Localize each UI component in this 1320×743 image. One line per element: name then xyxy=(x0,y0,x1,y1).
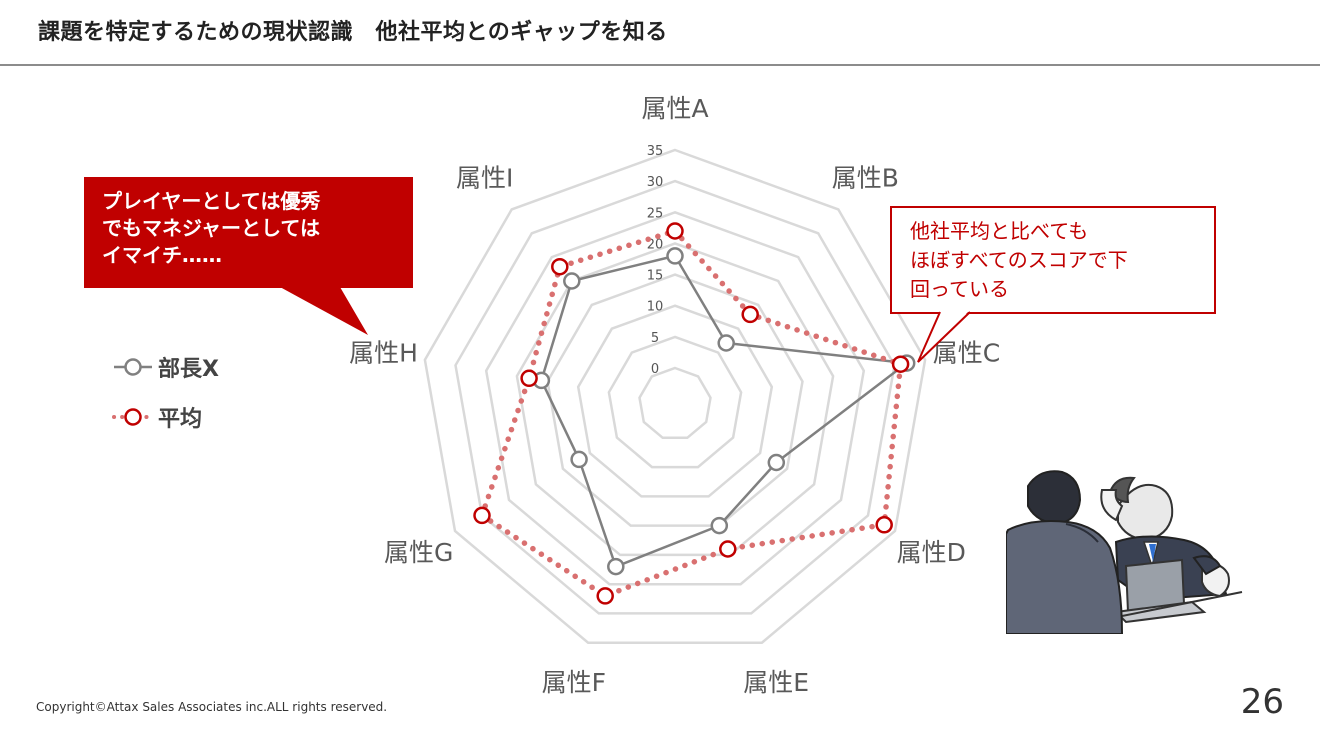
series-line-1 xyxy=(478,227,904,599)
category-label-1: 属性B xyxy=(832,163,899,192)
radar-tick-labels: 0 5 10 15 20 25 30 35 xyxy=(647,144,664,377)
category-label-7: 属性H xyxy=(349,339,418,368)
legend-average-label: 平均 xyxy=(158,407,203,432)
series-0-point-6 xyxy=(570,450,588,469)
series-1-point-6 xyxy=(473,506,491,525)
series-1-point-3 xyxy=(875,516,893,534)
callout-right-box xyxy=(890,206,1216,314)
footer-copyright: Copyright©Attax Sales Associates inc.ALL… xyxy=(36,700,388,714)
callout-left-text: プレイヤーとしては優秀 でもマネジャーとしては イマイチ…… xyxy=(102,188,402,269)
callout-right-line-1: 他社平均と比べても xyxy=(910,219,1089,243)
category-label-2: 属性C xyxy=(933,339,1000,368)
page-number: 26 xyxy=(1240,682,1284,722)
series-0-point-5 xyxy=(607,557,625,576)
grid-ring-3 xyxy=(546,273,804,527)
title-divider xyxy=(0,64,1320,66)
callout-right-line-2: ほぼすべてのスコアで下 xyxy=(910,248,1128,272)
category-label-8: 属性I xyxy=(456,163,513,192)
category-label-4: 属性E xyxy=(743,668,809,697)
grid-ring-2 xyxy=(576,304,774,498)
series-1-point-5 xyxy=(596,587,614,605)
callout-left-line-3: イマイチ…… xyxy=(102,243,222,267)
series-0-point-8 xyxy=(563,272,581,290)
tick-label-6: 30 xyxy=(647,175,664,190)
tick-label-7: 35 xyxy=(647,144,664,159)
series-0-point-0 xyxy=(666,247,684,265)
category-label-6: 属性G xyxy=(384,538,453,567)
callout-right-line-3: 回っている xyxy=(910,277,1009,301)
series-0-point-3 xyxy=(767,453,786,472)
legend-boss-label: 部長X xyxy=(158,357,219,382)
tick-label-5: 25 xyxy=(647,206,664,221)
series-1-point-0 xyxy=(666,222,684,240)
series-1-point-1 xyxy=(741,305,759,324)
tick-label-2: 10 xyxy=(647,300,664,315)
grid-ring-1 xyxy=(607,335,743,469)
callout-left-line-2: でもマネジャーとしては xyxy=(102,216,320,240)
grid-ring-0 xyxy=(638,366,712,440)
grid-ring-4 xyxy=(515,242,835,557)
callout-left-line-1: プレイヤーとしては優秀 xyxy=(102,189,321,213)
grid-ring-6 xyxy=(454,179,896,615)
series-0-point-1 xyxy=(717,334,735,352)
callout-right-tail xyxy=(917,310,971,363)
grid-ring-5 xyxy=(484,210,866,586)
tick-label-3: 15 xyxy=(647,269,664,284)
tick-label-1: 5 xyxy=(651,331,659,346)
tick-label-4: 20 xyxy=(647,237,664,252)
tick-label-0: 0 xyxy=(651,362,659,377)
legend-item-boss: 部長X xyxy=(112,352,219,382)
legend-item-average: 平均 xyxy=(112,402,202,432)
radar-category-labels: 属性A 属性B 属性C 属性D 属性E 属性F 属性G 属性H 属性I xyxy=(349,94,1000,697)
radar-grid xyxy=(423,148,927,644)
callout-left-box xyxy=(84,177,413,288)
stressed-businessman-illustration xyxy=(1006,470,1243,634)
radar-series xyxy=(473,222,916,605)
callout-right-text: 他社平均と比べても ほぼすべてのスコアで下 回っている xyxy=(910,217,1205,304)
series-1-point-2 xyxy=(891,355,910,373)
series-line-0 xyxy=(540,254,908,568)
category-label-3: 属性D xyxy=(897,538,966,567)
grid-ring-7 xyxy=(423,148,927,644)
legend-average-marker-icon xyxy=(112,408,154,426)
series-1-point-8 xyxy=(551,257,569,276)
callout-left-tail xyxy=(280,287,368,335)
series-1-point-4 xyxy=(719,540,737,558)
category-label-5: 属性F xyxy=(542,668,606,697)
category-label-0: 属性A xyxy=(641,94,708,123)
series-0-point-4 xyxy=(710,516,729,535)
legend-boss-marker-icon xyxy=(114,358,152,376)
series-1-point-7 xyxy=(520,369,538,388)
slide-title: 課題を特定するための現状認識 他社平均とのギャップを知る xyxy=(38,20,668,45)
